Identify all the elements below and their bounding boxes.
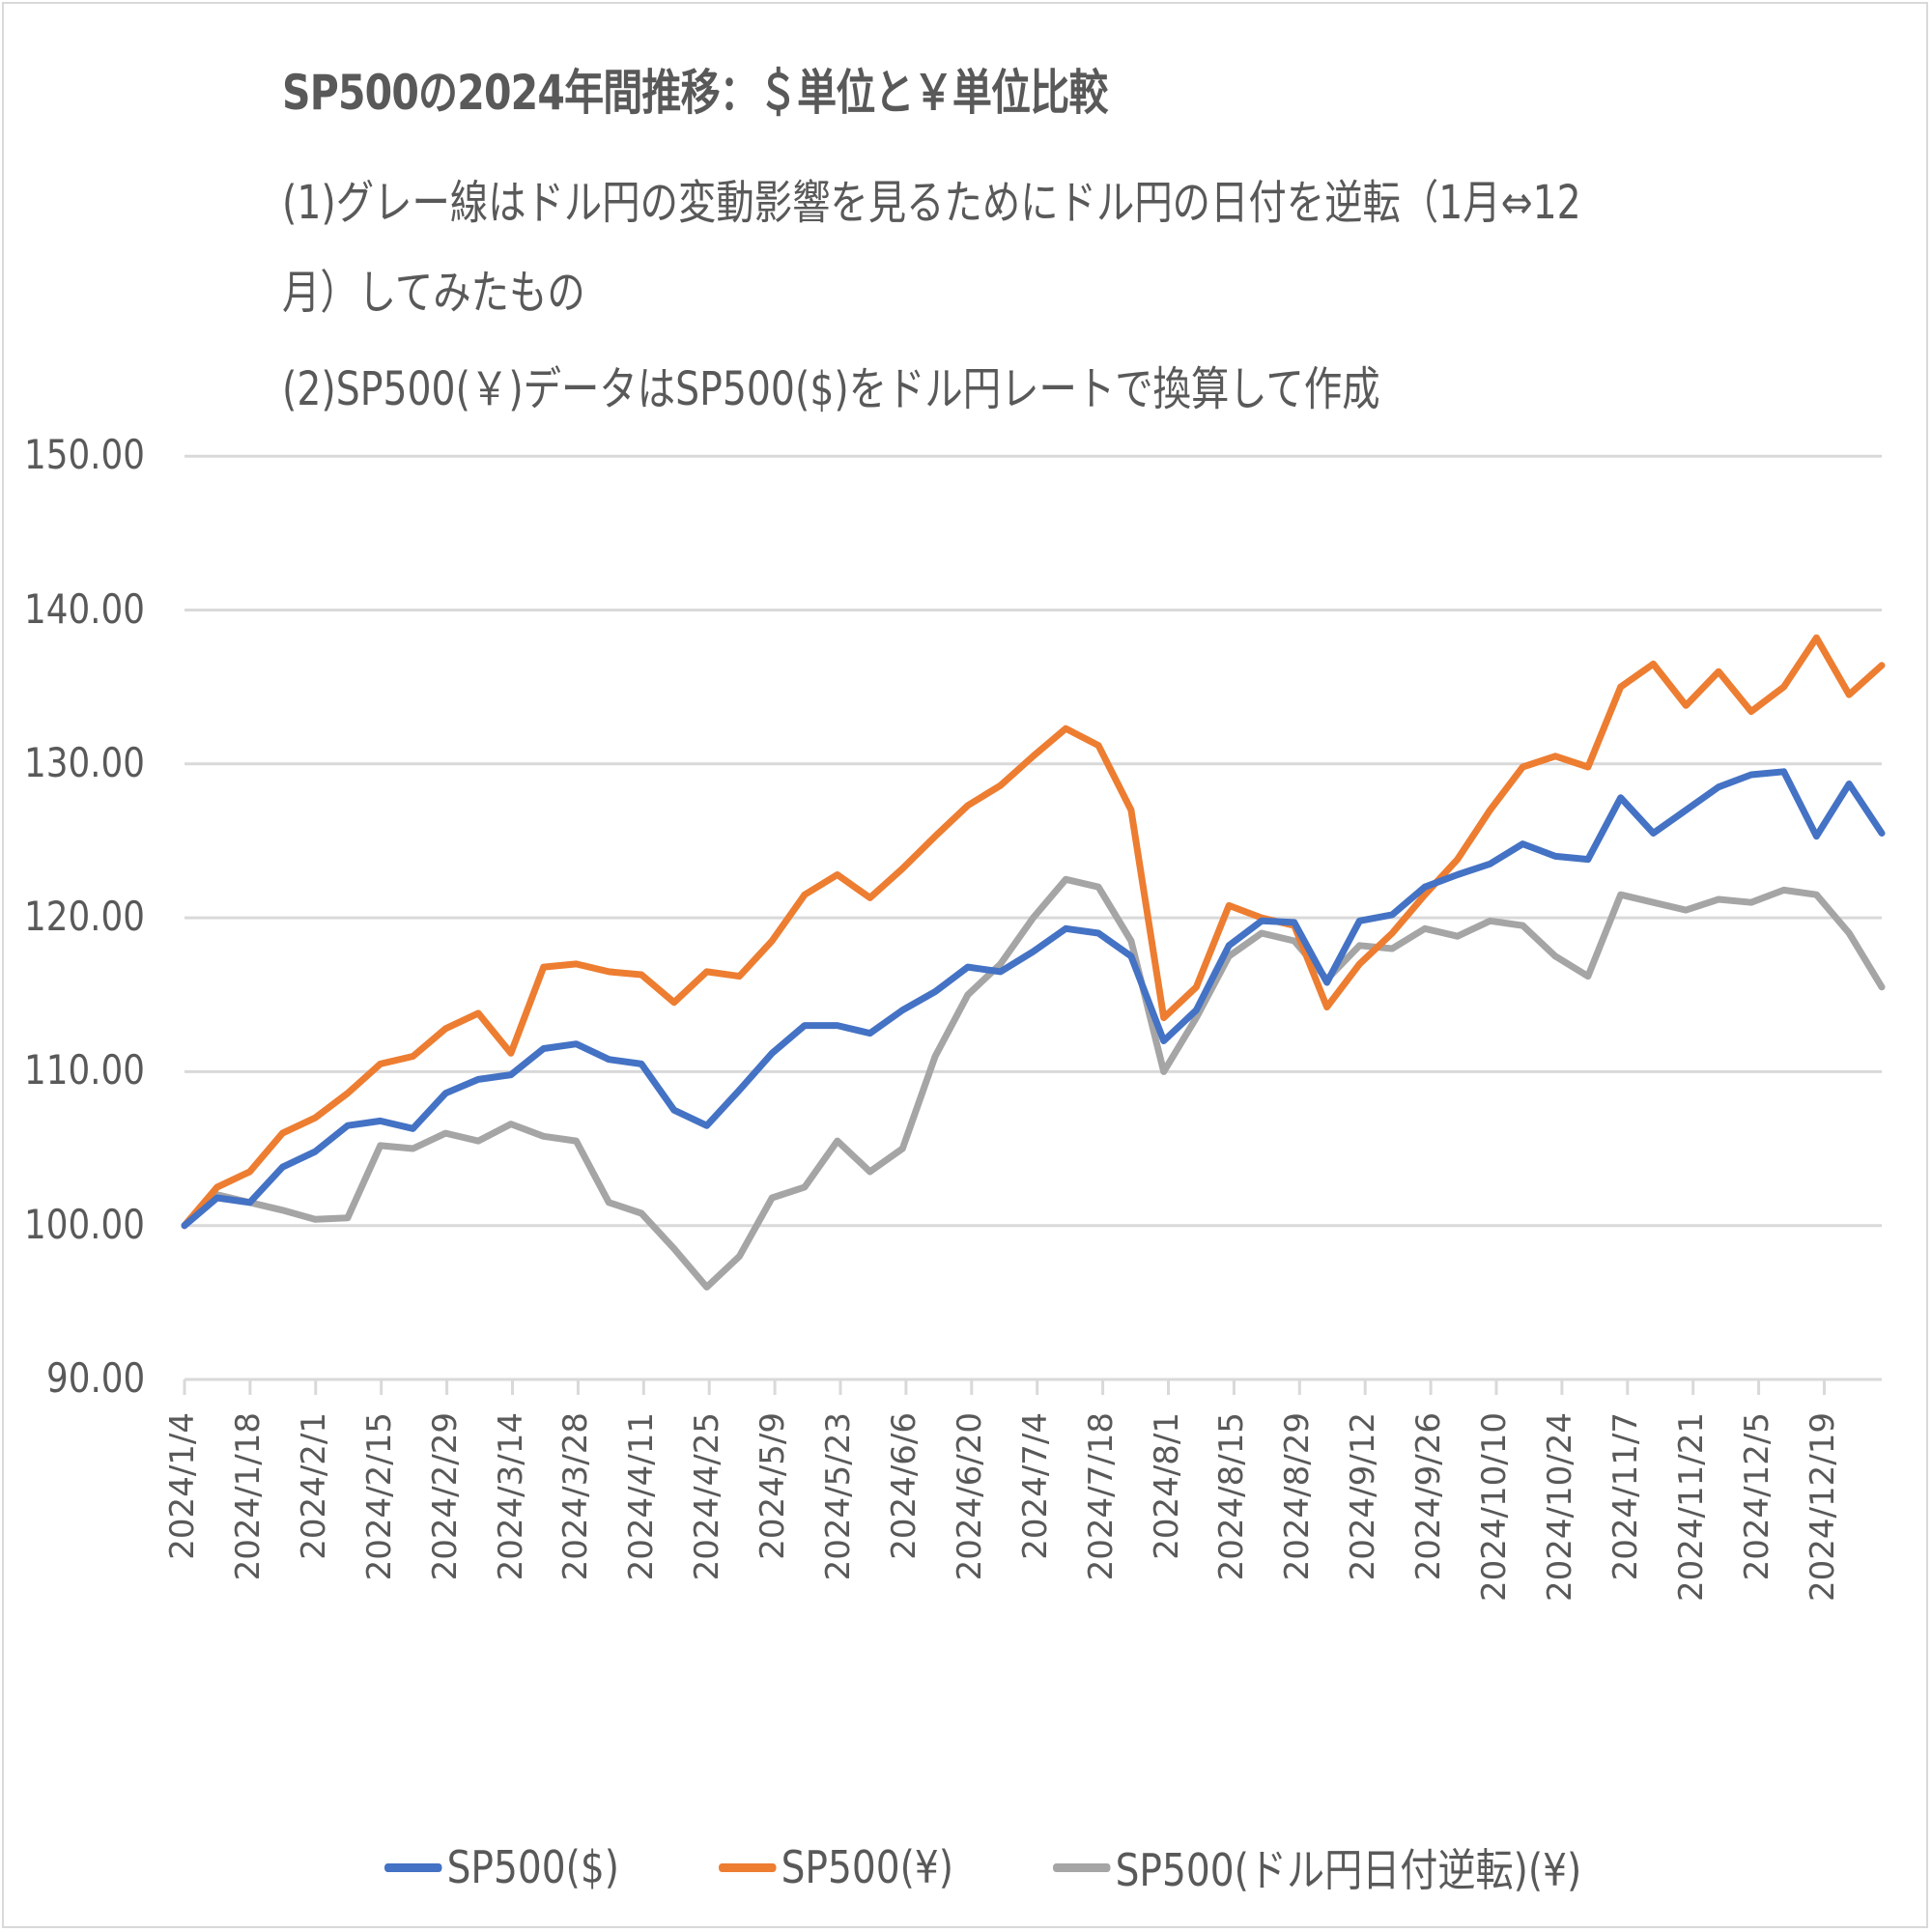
x-tick-label: 2024/4/25 (688, 1412, 727, 1581)
x-tick-label: 2024/11/21 (1671, 1412, 1711, 1602)
x-tick-label: 2024/9/12 (1344, 1412, 1383, 1581)
x-tick-label: 2024/2/1 (294, 1412, 333, 1560)
x-tick-label: 2024/5/9 (753, 1412, 793, 1560)
gridlines (185, 454, 1882, 1228)
legend-line-icon (1052, 1862, 1111, 1872)
x-tick-label: 2024/7/18 (1081, 1412, 1121, 1581)
chart-note-2: 月）してみたもの (282, 266, 585, 320)
y-tick-label: 150.00 (24, 431, 145, 478)
x-tick-label: 2024/2/15 (359, 1412, 399, 1581)
series-line (181, 634, 1886, 1230)
x-tick-label: 2024/10/10 (1475, 1412, 1514, 1602)
chart-note-3: (2)SP500(￥)データはSP500($)をドル円レートで換算して作成 (282, 362, 1380, 416)
x-tick-label: 2024/8/1 (1147, 1412, 1186, 1560)
y-tick-label: 120.00 (24, 893, 145, 940)
x-tick-label: 2024/12/5 (1737, 1412, 1776, 1581)
x-tick-label: 2024/9/26 (1409, 1412, 1449, 1581)
series-line (181, 768, 1886, 1230)
x-tick-label: 2024/2/29 (425, 1412, 465, 1581)
x-tick-label: 2024/1/18 (228, 1412, 268, 1581)
x-tick-label: 2024/8/15 (1212, 1412, 1252, 1581)
legend-line-icon (718, 1862, 777, 1872)
x-tick-label: 2024/5/23 (819, 1412, 858, 1581)
x-tick-label: 2024/6/20 (950, 1412, 989, 1581)
chart-title: SP500の2024年間推移：＄単位と￥単位比較 (282, 65, 1108, 121)
y-tick-label: 110.00 (24, 1046, 145, 1094)
chart-note-1: (1)グレー線はドル円の変動影響を見るためにドル円の日付を逆転（1月⇔12 (282, 176, 1581, 230)
x-tick-label: 2024/1/4 (163, 1412, 202, 1560)
x-tick-label: 2024/4/11 (622, 1412, 662, 1581)
series-line (181, 875, 1886, 1291)
x-tick-label: 2024/12/19 (1803, 1412, 1842, 1602)
series-lines (181, 634, 1886, 1291)
legend-line-icon (384, 1862, 442, 1872)
legend-item-sp500-usd: SP500($) (384, 1835, 619, 1899)
x-tick-label: 2024/8/29 (1278, 1412, 1318, 1581)
y-tick-label: 100.00 (24, 1201, 145, 1248)
y-tick-label: 130.00 (24, 739, 145, 786)
legend-item-sp500-reversed: SP500(ドル円日付逆転)(¥) (1052, 1835, 1582, 1899)
x-axis (183, 1378, 1882, 1395)
legend-label: SP500(ドル円日付逆転)(¥) (1115, 1844, 1582, 1896)
y-tick-label: 140.00 (24, 585, 145, 633)
legend-label: SP500($) (446, 1841, 620, 1893)
x-tick-label: 2024/10/24 (1540, 1412, 1579, 1602)
x-tick-label: 2024/3/28 (556, 1412, 596, 1581)
x-tick-label: 2024/6/6 (884, 1412, 923, 1560)
x-tick-label: 2024/7/4 (1015, 1412, 1055, 1560)
legend: SP500($) SP500(¥) SP500(ドル円日付逆転)(¥) (384, 1835, 1675, 1899)
x-tick-label: 2024/11/7 (1605, 1412, 1645, 1581)
y-tick-label: 90.00 (45, 1354, 145, 1402)
legend-item-sp500-jpy: SP500(¥) (718, 1835, 953, 1899)
x-tick-label: 2024/3/14 (491, 1412, 530, 1581)
legend-label: SP500(¥) (781, 1841, 953, 1893)
